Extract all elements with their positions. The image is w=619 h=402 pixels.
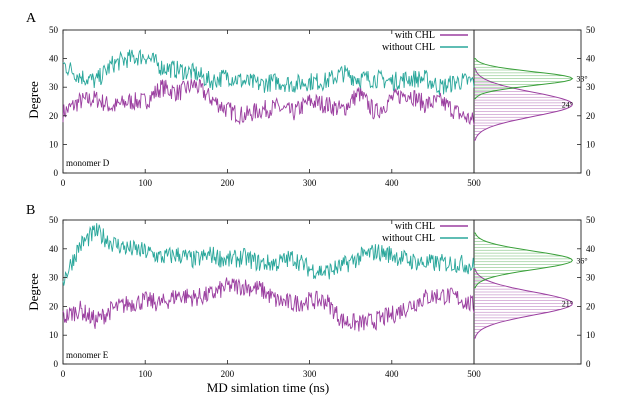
x-tick-label-a: 100 [138,178,152,188]
panel-b: B Degree 36°21° 0 100 200 300 400 50001020304… [26,203,596,379]
annotation-monomer-d: monomer D [66,158,110,168]
legend-a: with CHL without CHL [382,30,468,53]
legend-without-chl-label-b: without CHL [382,233,435,244]
legend-b: with CHL without CHL [382,221,468,244]
panel-label-a: A [26,11,37,26]
x-tick-label-a: 0 [61,178,66,188]
y-tick-label-b: 20 [49,301,59,311]
right-y-tick-label-b: 0 [586,359,591,369]
right-y-tick-label-a: 20 [586,111,596,121]
y-tick-label-a: 10 [49,139,59,149]
y-tick-label-a: 0 [54,168,59,178]
hist-peak-label-with-chl-b: 21° [562,300,573,309]
y-tick-label-a: 50 [49,25,59,35]
series-line-with-chl-b [62,277,475,332]
x-tick-label-a: 300 [303,178,317,188]
hist-peak-label-with-chl-a: 24° [562,100,573,109]
series-line-without-chl-b [62,223,475,286]
panel-label-b: B [26,203,35,218]
y-tick-label-b: 30 [49,273,59,283]
x-tick-label-b: 100 [138,369,152,379]
right-y-tick-label-b: 10 [586,330,596,340]
x-tick-label-b: 400 [385,369,399,379]
y-tick-label-a: 20 [49,111,59,121]
x-axis-label: MD simlation time (ns) [207,380,329,395]
right-y-tick-label-a: 50 [586,25,596,35]
y-tick-label-b: 50 [49,215,59,225]
y-tick-label-a: 30 [49,82,59,92]
right-y-tick-label-a: 10 [586,139,596,149]
x-tick-label-b: 500 [467,369,481,379]
x-tick-label-b: 300 [303,369,317,379]
hist-peak-label-without-chl-a: 33° [576,75,587,84]
y-tick-label-a: 40 [49,54,59,64]
y-axis-label-a: Degree [26,81,41,119]
x-tick-label-a: 400 [385,178,399,188]
y-tick-label-b: 40 [49,244,59,254]
legend-with-chl-label-b: with CHL [395,221,435,232]
y-tick-label-b: 10 [49,330,59,340]
hist-curve-with-chl-a [474,68,573,141]
hist-frame-a [473,29,582,174]
hist-curve-without-chl-b [474,232,574,289]
hist-curve-without-chl-a [474,58,574,100]
hist-peak-label-without-chl-b: 36° [576,256,587,265]
right-y-tick-label-a: 40 [586,54,596,64]
x-tick-label-b: 200 [221,369,235,379]
right-y-tick-label-b: 30 [586,273,596,283]
x-tick-label-a: 200 [221,178,235,188]
y-axis-label-b: Degree [26,273,41,311]
series-line-with-chl-a [62,78,475,126]
series-line-without-chl-a [62,49,475,95]
right-y-tick-label-a: 30 [586,82,596,92]
x-tick-label-a: 500 [467,178,481,188]
x-tick-label-b: 0 [61,369,66,379]
right-y-tick-label-b: 50 [586,215,596,225]
right-y-tick-label-b: 40 [586,244,596,254]
right-y-tick-label-b: 20 [586,301,596,311]
legend-without-chl-label-a: without CHL [382,42,435,53]
legend-with-chl-label-a: with CHL [395,30,435,41]
panel-a: A Degree 33°24° 0 100 200 300 400 50001020304… [26,11,596,188]
annotation-monomer-e: monomer E [66,350,109,360]
right-y-tick-label-a: 0 [586,168,591,178]
y-tick-label-b: 0 [54,359,59,369]
